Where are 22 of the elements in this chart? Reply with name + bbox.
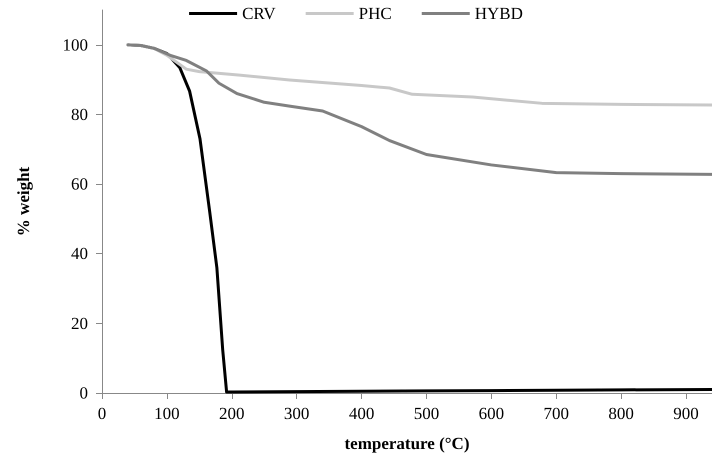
legend-label: HYBD (474, 4, 523, 23)
legend-label: CRV (242, 4, 276, 23)
x-tick-label: 0 (98, 404, 106, 423)
x-tick-label: 700 (544, 404, 570, 423)
line-series (126, 43, 712, 176)
y-tick-label: 20 (71, 314, 88, 333)
y-tick-label: 100 (62, 35, 88, 54)
x-tick-label: 500 (414, 404, 440, 423)
x-tick-label: 200 (219, 404, 245, 423)
y-axis-title: % weight (14, 166, 33, 236)
legend-label: PHC (358, 4, 392, 23)
x-tick-label: 400 (348, 404, 374, 423)
x-axis-title: temperature (°C) (344, 434, 470, 453)
x-tick-label: 900 (673, 404, 699, 423)
x-tick-label: 600 (478, 404, 504, 423)
x-tick-label: 300 (284, 404, 310, 423)
x-tick-label: 100 (154, 404, 180, 423)
x-tick-label: 800 (608, 404, 634, 423)
y-tick-label: 40 (71, 244, 88, 264)
y-tick-label: 0 (80, 384, 88, 402)
y-tick-label: 60 (71, 174, 88, 194)
y-tick-label: 80 (71, 104, 88, 124)
